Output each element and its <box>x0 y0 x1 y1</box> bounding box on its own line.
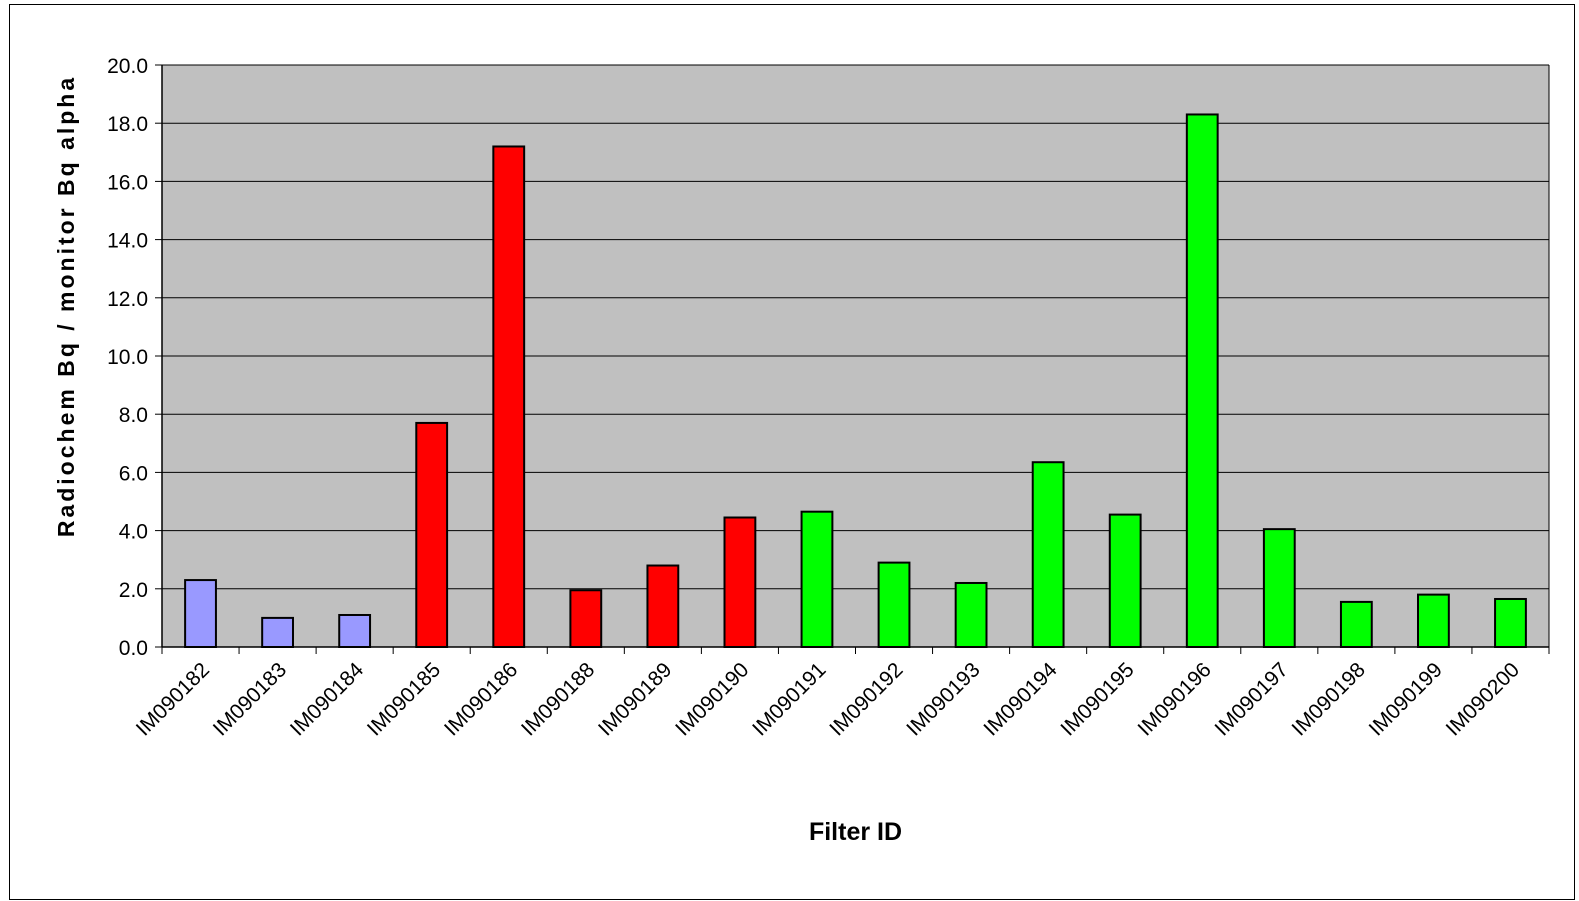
bars <box>184 113 1527 649</box>
bar <box>569 589 603 649</box>
bar <box>877 561 911 648</box>
x-tick-label: IM090183 <box>209 658 291 740</box>
y-tick-label: 16.0 <box>107 171 148 194</box>
bar <box>1417 593 1450 648</box>
x-tick-label: IM090198 <box>1288 658 1370 740</box>
bar <box>1339 600 1373 649</box>
y-tick-label: 8.0 <box>119 404 148 427</box>
x-tick-label: IM090184 <box>286 658 369 741</box>
x-tick-label: IM090182 <box>132 658 214 740</box>
x-tick-label: IM090188 <box>517 658 599 740</box>
x-tick-label: IM090194 <box>979 658 1062 741</box>
x-tick-label: IM090196 <box>1133 658 1215 740</box>
y-tick-label: 2.0 <box>119 579 148 602</box>
x-tick-label: IM090199 <box>1365 658 1447 740</box>
bar <box>723 516 757 648</box>
y-axis-title: Radiochem Bq / monitor Bq alpha <box>53 75 79 537</box>
x-tick-label: IM090195 <box>1056 658 1138 740</box>
x-tick-label: IM090189 <box>594 658 676 740</box>
bar <box>184 579 217 649</box>
x-tick-label: IM090186 <box>440 658 522 740</box>
y-tick-label: 6.0 <box>119 462 148 485</box>
x-tick-label: IM090193 <box>902 658 984 740</box>
axes <box>161 65 1550 654</box>
bar <box>1185 113 1219 649</box>
y-tick-label: 20.0 <box>107 55 148 78</box>
x-tick-label: IM090192 <box>825 658 907 740</box>
x-tick-label: IM090197 <box>1211 658 1293 740</box>
x-tick-label: IM090185 <box>363 658 445 740</box>
bar <box>646 564 680 649</box>
x-tick-label: IM090191 <box>748 658 830 740</box>
gridlines <box>155 64 1549 648</box>
bar <box>415 421 449 648</box>
bar <box>1108 513 1142 648</box>
bar <box>1494 597 1527 648</box>
y-tick-label: 10.0 <box>107 346 148 369</box>
bar <box>492 145 526 648</box>
y-tick-label: 14.0 <box>107 230 148 253</box>
y-tick-label: 0.0 <box>119 637 148 660</box>
y-tick-label: 4.0 <box>119 521 148 544</box>
bar <box>338 613 372 648</box>
bar <box>1262 528 1296 649</box>
y-tick-label: 18.0 <box>107 113 148 136</box>
x-tick-label: IM090190 <box>671 658 753 740</box>
bar <box>1031 461 1065 648</box>
x-tick-label: IM090200 <box>1442 658 1524 740</box>
y-tick-labels: 0.0 2.0 4.0 6.0 8.0 10.0 12.0 14.0 16.0 18.0 20.0 <box>107 55 148 660</box>
bar <box>261 616 294 649</box>
y-tick-label: 12.0 <box>107 288 148 311</box>
x-axis-title: Filter ID <box>809 818 902 846</box>
bar <box>954 581 988 648</box>
x-tick-labels: IM090182IM090183IM090184IM090185IM090186… <box>132 658 1524 741</box>
bar <box>800 510 834 648</box>
